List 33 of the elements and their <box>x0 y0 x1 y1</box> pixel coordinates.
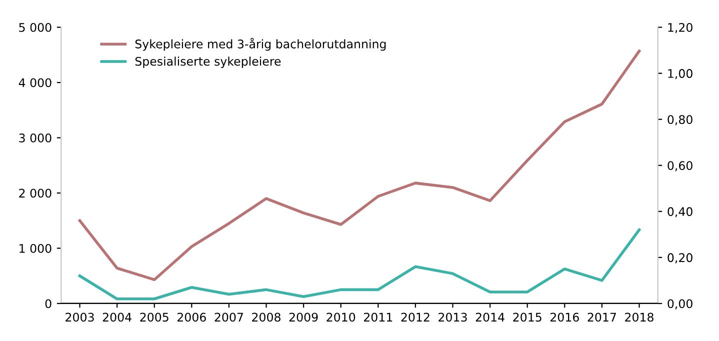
x-tick-label: 2017 <box>588 312 616 322</box>
x-tick-label: 2016 <box>550 312 579 322</box>
y2-tick-label: 0,60 <box>668 161 692 172</box>
x-tick-label: 2015 <box>513 312 542 322</box>
x-tick-label: 2010 <box>326 312 356 322</box>
x-tick-label: 2007 <box>214 312 243 322</box>
x-tick-label: 2004 <box>102 312 132 322</box>
y2-tick-label: 0,80 <box>668 115 692 126</box>
x-tick-label: 2013 <box>438 312 467 322</box>
x-tick-label: 2012 <box>401 312 430 322</box>
y2-tick-label: 1,20 <box>668 23 692 34</box>
y2-tick-label: 1,00 <box>668 69 692 80</box>
x-tick-label: 2008 <box>252 312 280 322</box>
legend-label: Spesialiserte sykepleiere <box>135 56 281 68</box>
y-tick-label: 4 000 <box>18 78 52 88</box>
x-tick-label: 2005 <box>140 312 168 322</box>
y2-tick-label: 0,00 <box>668 299 692 310</box>
line-series <box>78 228 641 300</box>
y2-tick-label: 0,20 <box>668 253 692 264</box>
y2-tick-label: 0,40 <box>668 207 692 218</box>
x-tick-label: 2018 <box>625 312 654 322</box>
y-tick-label: 3 000 <box>19 133 52 142</box>
x-tick-label: 2006 <box>178 312 206 322</box>
y-tick-label: 1 000 <box>20 244 52 253</box>
y-tick-label: 5 000 <box>19 23 52 32</box>
x-tick-label: 2009 <box>289 312 318 322</box>
y-tick-label: 0 <box>45 299 52 308</box>
x-tick-label: 2014 <box>476 312 504 322</box>
y-tick-label: 2 000 <box>19 188 52 198</box>
line-series <box>78 50 641 282</box>
legend-label: Sykepleiere med 3-årig bachelorutdanning <box>135 38 386 51</box>
x-tick-label: 2003 <box>66 312 94 322</box>
x-tick-label: 2011 <box>364 312 392 322</box>
